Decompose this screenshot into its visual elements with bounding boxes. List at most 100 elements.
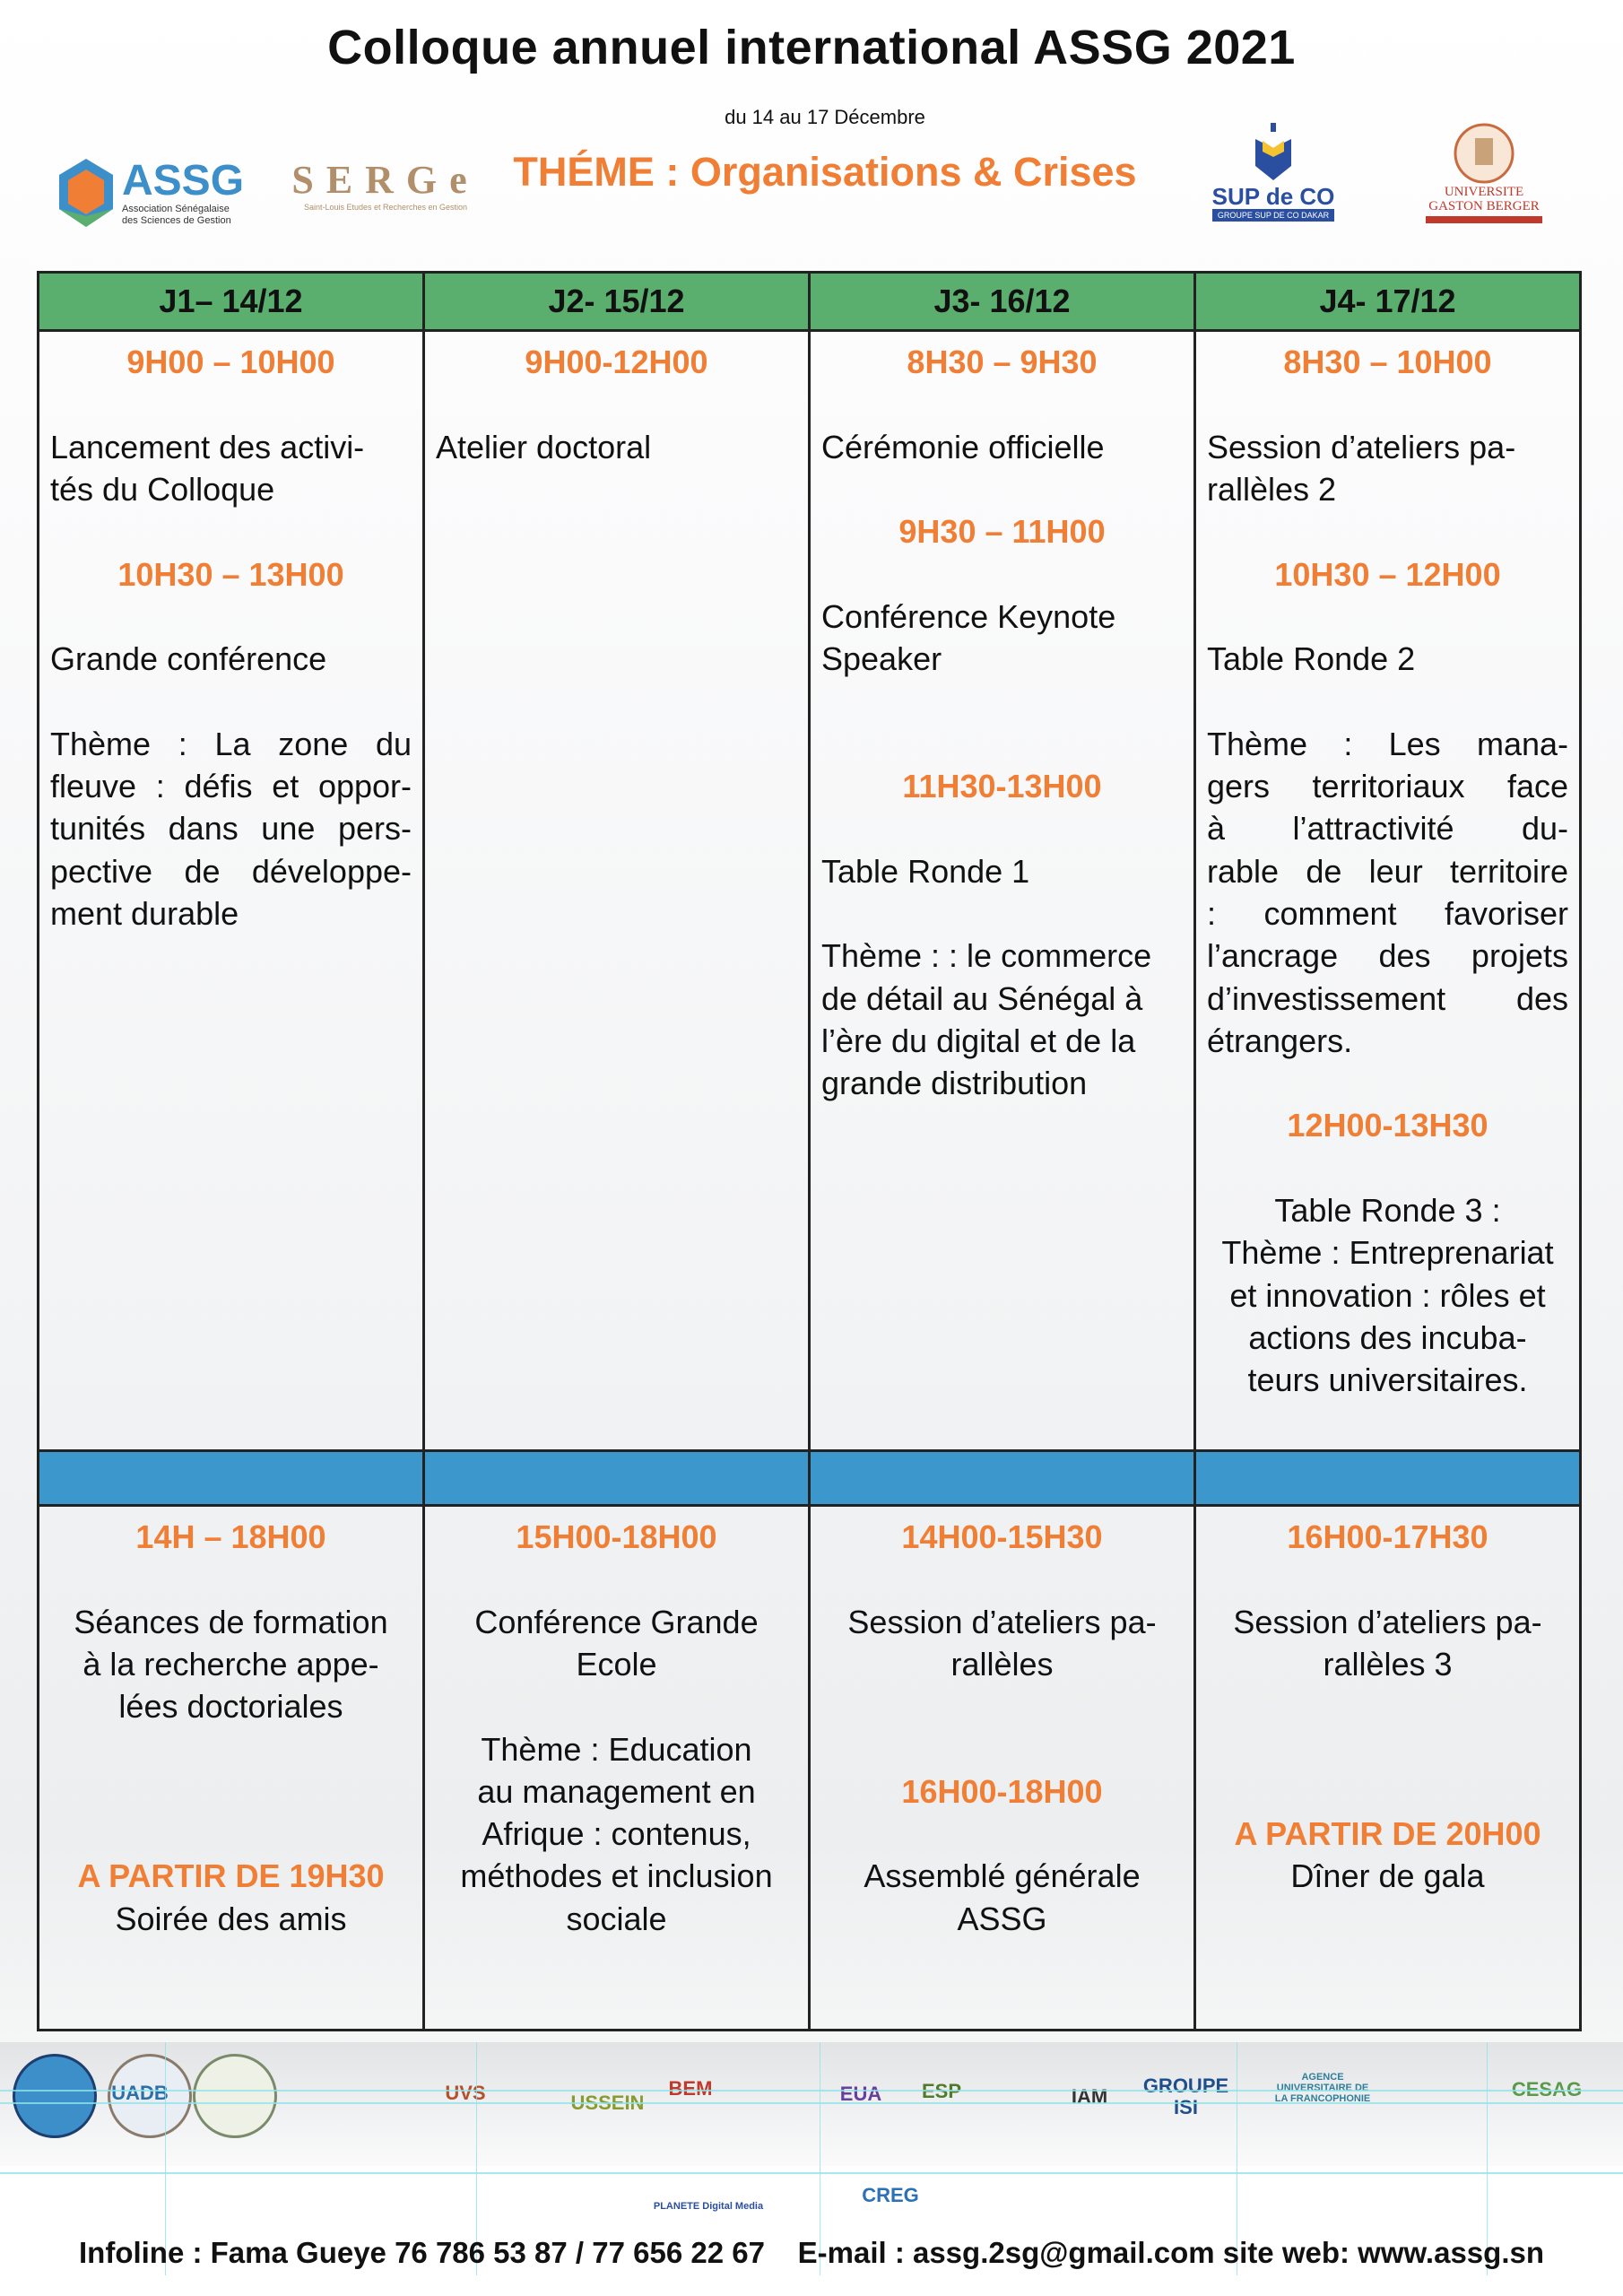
morning-row: 9H00 – 10H00 Lancement des activi-tés du … (37, 329, 1582, 1452)
page-title: Colloque annuel international ASSG 2021 (327, 21, 1296, 74)
session-text: d’investissement des (1207, 979, 1568, 1017)
supdeco-logo: SUP de CO GROUPE SUP DE CO DAKAR (1206, 115, 1341, 227)
session-time: 9H30 – 11H00 (898, 513, 1106, 551)
session-text: tunités dans une pers- (50, 810, 412, 848)
separator-cell (37, 1449, 425, 1507)
session-text: Table Ronde 3 : (1274, 1192, 1501, 1229)
session-text: Thème : Education (481, 1730, 752, 1768)
session-text: rallèles 2 (1207, 470, 1337, 508)
session-text: Thème : Entreprenariat (1221, 1234, 1554, 1272)
partner-logo: PLANETE Digital Media (653, 2200, 764, 2212)
partner-logo: EUA (839, 2082, 882, 2105)
session-text: Table Ronde 1 (821, 852, 1030, 890)
session-text: Session d’ateliers pa- (1207, 428, 1516, 465)
guide-line (165, 2042, 166, 2275)
session-text: au management en (477, 1772, 756, 1810)
separator-cell (1193, 1449, 1582, 1507)
guide-line (0, 2090, 1623, 2092)
serge-logo: SERGe Saint-Louis Etudes et Recherches e… (291, 157, 480, 212)
session-text: Ecole (576, 1645, 657, 1683)
session-text: grande distribution (821, 1065, 1088, 1102)
session-time: 16H00-18H00 (901, 1772, 1103, 1810)
partner-logo: CREG (862, 2183, 919, 2206)
guide-line (476, 2042, 477, 2275)
morning-cell-j2: 9H00-12H00 Atelier doctoral (422, 329, 811, 1452)
session-time: 9H00-12H00 (525, 344, 708, 380)
session-time: 12H00-13H30 (1287, 1107, 1488, 1144)
day-header-row: J1– 14/12 J2- 15/12 J3- 16/12 J4- 17/12 (37, 271, 1582, 332)
session-text: rallèles (950, 1645, 1054, 1683)
contact-footer: Infoline : Fama Gueye 76 786 53 87 / 77 … (79, 2236, 1544, 2269)
session-text: Afrique : contenus, (482, 1815, 751, 1853)
session-text: Table Ronde 2 (1207, 640, 1416, 678)
partner-logo: BEM (668, 2077, 713, 2100)
session-text: de détail au Sénégal à (821, 979, 1143, 1017)
session-text: : comment favoriser (1207, 894, 1568, 932)
session-text: gers territoriaux face (1207, 768, 1568, 804)
ugb-logo: UNIVERSITE GASTON BERGER (1417, 117, 1551, 229)
assg-logo: ASSG Association Sénégalaise des Sciences… (54, 152, 269, 233)
morning-cell-j1: 9H00 – 10H00 Lancement des activi-tés du … (37, 329, 425, 1452)
partner-seal-logo (13, 2054, 97, 2138)
session-time: 14H00-15H30 (901, 1518, 1103, 1555)
session-time: 15H00-18H00 (516, 1518, 717, 1555)
day-header: J4- 17/12 (1193, 271, 1582, 332)
guide-line (0, 2172, 1623, 2174)
session-time: A PARTIR DE 19H30 (77, 1857, 385, 1895)
afternoon-cell-j4: 16H00-17H30 Session d’ateliers pa-rallèle… (1193, 1504, 1582, 2031)
session-text: rallèles 3 (1323, 1645, 1453, 1683)
afternoon-row: 14H – 18H00 Séances de formation à la rech… (37, 1504, 1582, 2031)
event-dates: du 14 au 17 Décembre (725, 106, 925, 128)
partner-seal-logo (108, 2054, 192, 2138)
assg-hexagon-icon (59, 159, 113, 227)
session-time: 10H30 – 12H00 (1274, 555, 1501, 593)
session-text: Soirée des amis (115, 1900, 347, 1937)
partner-logo: CESAG (1511, 2077, 1583, 2100)
session-time: 8H30 – 10H00 (1283, 344, 1492, 380)
session-text: tés du Colloque (50, 470, 275, 508)
session-text: sociale (566, 1900, 667, 1937)
session-time: 14H – 18H00 (135, 1518, 326, 1555)
session-text: Grande conférence (50, 640, 327, 678)
session-time: 9H00 – 10H00 (126, 344, 335, 380)
session-text: ASSG (957, 1900, 1047, 1937)
session-text: rable de leur territoire (1207, 852, 1568, 890)
session-text: à la recherche appe- (82, 1645, 379, 1683)
session-text: Speaker (821, 640, 942, 678)
afternoon-cell-j2: 15H00-18H00 Conférence Grande Ecole Thème :… (422, 1504, 811, 2031)
session-text: fleuve : défis et oppor- (50, 768, 412, 804)
session-text: Thème : : le commerce (821, 937, 1152, 975)
session-text: l’ère du digital et de la (821, 1022, 1136, 1059)
session-text: pective de développe- (50, 852, 412, 890)
session-time: 16H00-17H30 (1287, 1518, 1488, 1555)
session-text: Cérémonie officielle (821, 428, 1105, 465)
partner-logo: ESP (921, 2079, 962, 2102)
separator-cell (808, 1449, 1196, 1507)
day-header: J1– 14/12 (37, 271, 425, 332)
guide-line (0, 2102, 1623, 2104)
conference-theme: THÉME : Organisations & Crises (513, 149, 1137, 195)
partner-logo: UVS (445, 2081, 486, 2104)
session-text: Thème : Les mana- (1207, 725, 1568, 762)
day-header: J2- 15/12 (422, 271, 811, 332)
partner-logo: GROUPE ISI (1142, 2074, 1229, 2118)
partner-logo: UADB (111, 2081, 169, 2104)
session-text: Dîner de gala (1290, 1857, 1485, 1895)
session-time: A PARTIR DE 20H00 (1234, 1815, 1541, 1853)
session-text: Assemblé générale (864, 1857, 1141, 1895)
morning-cell-j3: 8H30 – 9H30 Cérémonie officielle 9H30 – 11… (808, 329, 1196, 1452)
session-text: Session d’ateliers pa- (847, 1603, 1157, 1640)
schedule-table: J1– 14/12 J2- 15/12 J3- 16/12 J4- 17/12 … (37, 271, 1582, 2031)
session-text: Conférence Grande (474, 1603, 759, 1640)
session-text: Atelier doctoral (436, 428, 652, 465)
session-time: 8H30 – 9H30 (907, 344, 1098, 380)
session-text: et innovation : rôles et (1229, 1276, 1546, 1314)
session-text: Lancement des activi- (50, 428, 365, 465)
session-time: 10H30 – 13H00 (117, 555, 344, 593)
separator-cell (422, 1449, 811, 1507)
partner-logo: IAM (1071, 2084, 1108, 2108)
session-text: Conférence Keynote (821, 597, 1116, 635)
session-text: méthodes et inclusion (460, 1857, 773, 1895)
session-text: l’ancrage des projets (1207, 937, 1568, 975)
partner-seal-logo (193, 2054, 277, 2138)
